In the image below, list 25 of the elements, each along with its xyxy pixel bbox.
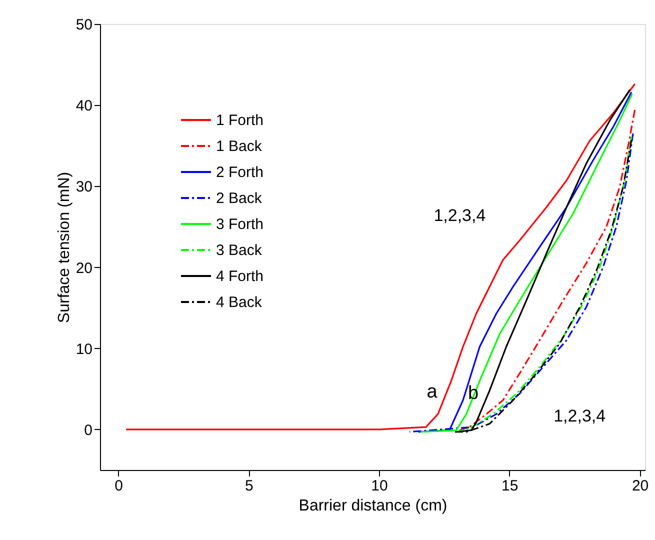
legend-label: 2 Forth [216,164,264,181]
legend-label: 4 Forth [216,268,264,285]
legend-label: 4 Back [216,294,262,311]
legend-label: 3 Back [216,242,262,259]
annotation: a [426,382,438,403]
y-axis-title: Surface tension (mN) [56,172,73,324]
x-tick-label: 20 [632,478,649,494]
legend-label: 1 Back [216,138,262,155]
y-tick-label: 10 [76,340,92,358]
x-tick-label: 5 [244,478,254,494]
x-tick-label: 10 [371,478,388,494]
x-tick-label: 15 [502,478,518,494]
annotation: 1,2,3,4 [434,206,486,225]
legend-label: 3 Forth [216,216,264,233]
legend-label: 2 Back [216,190,262,207]
y-tick-label: 40 [76,98,92,115]
y-tick-label: 0 [84,422,92,439]
x-axis-title: Barrier distance (cm) [298,498,448,514]
x-tick-label: 0 [114,478,123,494]
y-tick-label: 50 [76,16,92,34]
y-tick-label: 20 [76,260,92,277]
legend-label: 1 Forth [216,112,264,129]
line-series [125,83,636,430]
y-tick-label: 30 [76,178,92,196]
annotation: 1,2,3,4 [554,406,606,426]
